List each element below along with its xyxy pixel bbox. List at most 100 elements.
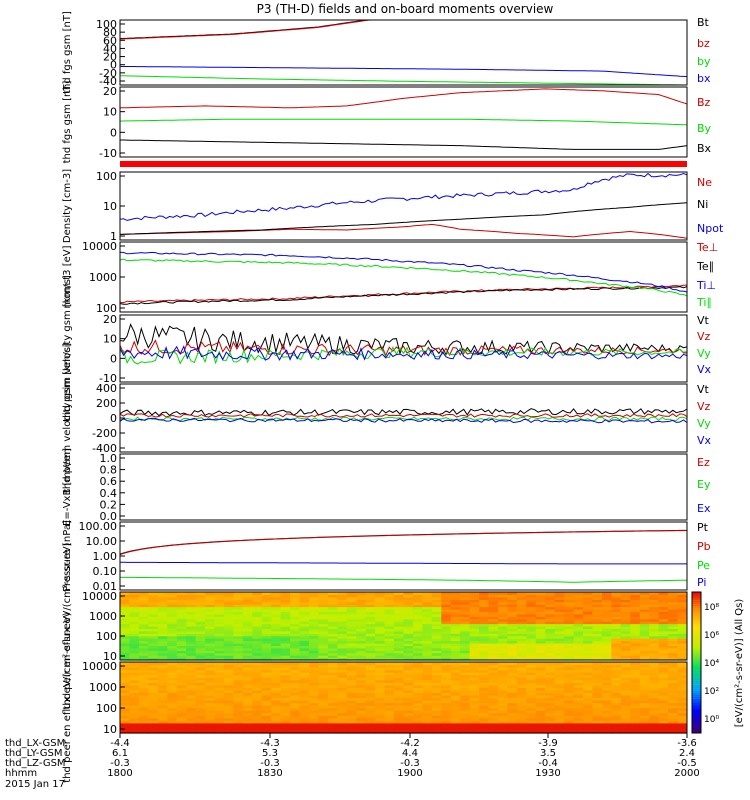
heatmap-cell xyxy=(337,664,348,668)
heatmap-cell xyxy=(327,722,338,726)
heatmap-cell xyxy=(639,722,650,726)
heatmap-cell xyxy=(261,682,272,686)
heatmap-cell xyxy=(488,692,499,696)
heatmap-cell xyxy=(649,657,660,661)
heatmap-cell xyxy=(148,725,159,729)
heatmap-cell xyxy=(138,710,149,714)
heatmap-cell xyxy=(157,657,168,661)
heatmap-cell xyxy=(526,611,537,615)
heatmap-cell xyxy=(346,616,357,620)
heatmap-cell xyxy=(318,594,329,598)
heatmap-cell xyxy=(620,647,631,651)
heatmap-cell xyxy=(564,592,575,595)
heatmap-cell xyxy=(507,702,518,706)
heatmap-cell xyxy=(242,640,253,644)
heatmap-cell xyxy=(186,650,197,654)
heatmap-cell xyxy=(422,613,433,617)
heatmap-cell xyxy=(394,689,404,693)
heatmap-cell xyxy=(384,712,395,716)
heatmap-cell xyxy=(498,695,508,699)
heatmap-cell xyxy=(460,655,471,659)
y-tick-label: -10 xyxy=(99,147,117,160)
heatmap-cell xyxy=(460,722,471,726)
heatmap-cell xyxy=(223,730,234,734)
heatmap-cell xyxy=(223,702,234,706)
heatmap-cell xyxy=(280,630,291,634)
heatmap-cell xyxy=(129,592,140,595)
heatmap-cell xyxy=(498,650,508,654)
heatmap-cell xyxy=(554,720,565,724)
y-tick-label: 40 xyxy=(103,42,117,55)
heatmap-cell xyxy=(384,700,395,704)
heatmap-cell xyxy=(431,717,442,721)
heatmap-cell xyxy=(252,599,263,603)
heatmap-cell xyxy=(526,618,537,622)
heatmap-cell xyxy=(412,611,423,615)
heatmap-cell xyxy=(280,682,291,686)
heatmap-cell xyxy=(639,682,650,686)
heatmap-cell xyxy=(129,613,140,617)
heatmap-cell xyxy=(412,669,423,673)
heatmap-cell xyxy=(498,594,508,598)
heatmap-cell xyxy=(327,645,338,649)
heatmap-cell xyxy=(602,684,612,688)
heatmap-cell xyxy=(195,657,206,661)
heatmap-cell xyxy=(479,655,490,659)
x-row-label: hhmm xyxy=(5,768,37,779)
heatmap-cell xyxy=(602,669,612,673)
heatmap-cell xyxy=(469,662,480,666)
heatmap-cell xyxy=(290,725,301,729)
heatmap-cell xyxy=(327,672,338,676)
heatmap-cell xyxy=(176,643,187,646)
heatmap-cell xyxy=(412,601,423,605)
heatmap-cell xyxy=(299,613,310,617)
heatmap-cell xyxy=(677,601,688,605)
heatmap-cell xyxy=(403,611,414,615)
heatmap-cell xyxy=(526,657,537,661)
heatmap-cell xyxy=(526,606,537,610)
heatmap-cell xyxy=(157,695,168,699)
heatmap-cell xyxy=(535,707,546,711)
heatmap-cell xyxy=(431,621,442,625)
heatmap-cell xyxy=(299,727,310,731)
heatmap-cell xyxy=(148,672,159,676)
colorbar-frame xyxy=(691,591,702,734)
heatmap-cell xyxy=(658,730,669,734)
heatmap-cell xyxy=(327,650,338,654)
heatmap-cell xyxy=(365,643,376,646)
heatmap-cell xyxy=(394,712,404,716)
heatmap-cell xyxy=(375,692,386,696)
heatmap-cell xyxy=(630,599,641,603)
heatmap-cell xyxy=(346,621,357,625)
heatmap-cell xyxy=(460,645,471,649)
heatmap-cell xyxy=(668,727,679,731)
heatmap-cell xyxy=(356,623,367,627)
heatmap-cell xyxy=(271,692,282,696)
heatmap-cell xyxy=(375,700,386,704)
heatmap-cell xyxy=(157,596,168,600)
heatmap-cell xyxy=(129,647,140,651)
heatmap-cell xyxy=(252,677,263,681)
heatmap-cell xyxy=(167,640,178,644)
heatmap-cell xyxy=(280,700,291,704)
heatmap-cell xyxy=(129,618,140,622)
heatmap-cell xyxy=(365,727,376,731)
heatmap-cell xyxy=(431,689,442,693)
x-row-value: -0.4 xyxy=(538,758,558,769)
heatmap-cell xyxy=(450,689,461,693)
heatmap-cell xyxy=(573,725,584,729)
heatmap-cell xyxy=(356,633,367,637)
heatmap-cell xyxy=(290,592,301,595)
heatmap-cell xyxy=(668,707,679,711)
heatmap-cell xyxy=(148,715,159,719)
heatmap-cell xyxy=(327,618,338,622)
heatmap-cell xyxy=(469,628,480,632)
heatmap-cell xyxy=(186,674,197,678)
heatmap-cell xyxy=(526,697,537,701)
heatmap-cell xyxy=(205,679,216,683)
heatmap-cell xyxy=(337,682,348,686)
heatmap-cell xyxy=(450,677,461,681)
heatmap-cell xyxy=(309,702,319,706)
heatmap-cell xyxy=(176,669,187,673)
heatmap-cell xyxy=(309,715,319,719)
